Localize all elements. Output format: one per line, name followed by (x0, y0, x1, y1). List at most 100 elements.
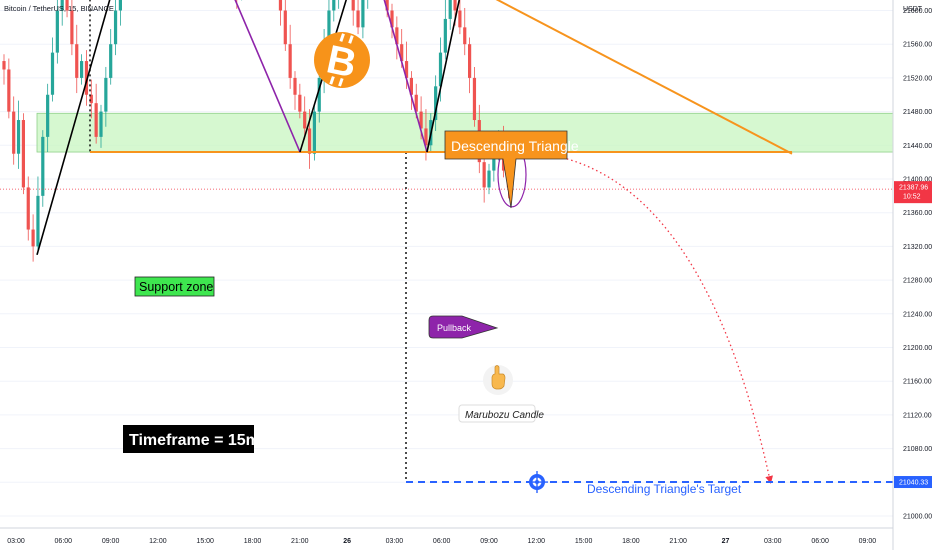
symbol-header: Bitcoin / TetherUS, 15, BINANCE (4, 4, 114, 13)
candle-body (70, 10, 74, 45)
timeframe-label: Timeframe = 15min (129, 432, 274, 449)
candle-body (395, 27, 399, 45)
candle-body (400, 44, 404, 62)
time-tick-label: 15:00 (575, 538, 593, 545)
candle-body (327, 10, 331, 45)
current-price-tag (894, 181, 932, 204)
candle-body (482, 162, 486, 188)
candle-body (55, 10, 59, 53)
countdown-label: 10:52 (903, 194, 921, 201)
time-tick-label: 27 (722, 538, 730, 545)
candle-body (65, 0, 69, 11)
marubozu-label: Marubozu Candle (465, 410, 544, 421)
time-tick-label: 03:00 (7, 538, 25, 545)
candle-body (94, 103, 98, 137)
candle-body (409, 77, 413, 95)
candle-body (21, 120, 25, 188)
candle-body (453, 0, 457, 11)
price-tick-label: 21480.00 (903, 109, 932, 116)
price-tick-label: 21160.00 (903, 379, 932, 386)
time-tick-label: 09:00 (859, 538, 877, 545)
price-tick-label: 21560.00 (903, 42, 932, 49)
time-tick-label: 21:00 (669, 538, 687, 545)
target-label: Descending Triangle's Target (587, 482, 742, 496)
candle-body (385, 0, 389, 11)
time-tick-label: 21:00 (291, 538, 309, 545)
projected-drop-path (526, 151, 773, 484)
bitcoin-logo-icon: B (314, 32, 370, 88)
price-tick-label: 21120.00 (903, 412, 932, 419)
candle-body (307, 128, 312, 154)
corrective-wave-line-2 (383, 0, 428, 153)
candle-body (99, 111, 103, 137)
marubozu-label-box (458, 404, 536, 423)
time-tick-label: 09:00 (102, 538, 120, 545)
candle-body (104, 77, 108, 112)
price-tick-label: 21520.00 (903, 75, 932, 82)
time-tick-label: 12:00 (528, 538, 546, 545)
currency-label: USDT (903, 6, 923, 13)
candle-body (303, 111, 307, 129)
price-axis[interactable]: 21960.0021920.0021880.0021840.0021800.00… (903, 0, 932, 521)
time-tick-label: 15:00 (196, 538, 214, 545)
wave-line-3 (426, 0, 461, 153)
candle-body (463, 27, 467, 45)
price-tick-label: 21320.00 (903, 244, 932, 251)
candle-body (448, 0, 452, 19)
candle-body (60, 0, 64, 11)
candle-body (89, 94, 93, 104)
candle-body (16, 120, 21, 154)
candle-body (46, 94, 50, 137)
candle-body (298, 94, 302, 112)
candle-body (26, 187, 30, 230)
candle-body (472, 77, 477, 121)
candle-body (361, 0, 365, 28)
time-tick-label: 06:00 (433, 538, 451, 545)
candle-body (278, 0, 283, 11)
candle-body (458, 10, 462, 28)
candle-body (41, 136, 45, 196)
price-tick-label: 21360.00 (903, 210, 932, 217)
candle-body (118, 0, 122, 11)
time-tick-label: 18:00 (244, 538, 262, 545)
candle-body (438, 52, 443, 87)
support-zone-label: Support zone (139, 280, 213, 294)
price-tick-label: 21000.00 (903, 514, 932, 521)
candle-body (414, 94, 418, 112)
descending-triangle-callout (444, 130, 568, 209)
target-price-label: 21040.33 (899, 480, 928, 487)
corrective-wave-line-1 (234, 0, 301, 153)
candle-body (50, 52, 55, 95)
price-tick-label: 21600.00 (903, 8, 932, 15)
candle-body (31, 229, 35, 247)
time-axis[interactable]: 03:00 06:00 09:00 12:00 15:00 18:00 21:00 26 03:… (7, 538, 876, 545)
time-tick-label: 03:00 (386, 538, 404, 545)
candle-body (443, 18, 447, 53)
pointing-up-hand-icon (483, 365, 513, 395)
candle-body (7, 69, 11, 112)
timeframe-label-box (123, 425, 254, 453)
candle-body (80, 61, 84, 78)
candle-body (317, 77, 321, 112)
pullback-label: Pullback (437, 323, 472, 333)
target-price-tag (894, 476, 932, 489)
candle-body (113, 10, 118, 45)
candle-body (487, 170, 491, 188)
time-tick-label: 18:00 (622, 538, 640, 545)
candle-body (404, 61, 409, 78)
time-tick-label: 03:00 (764, 538, 782, 545)
pullback-callout (428, 315, 499, 339)
time-tick-label: 12:00 (149, 538, 167, 545)
candle-body (351, 0, 355, 11)
candle-body (2, 61, 6, 70)
candle-body (332, 0, 336, 11)
current-price-label: 21387.96 (899, 185, 928, 192)
candle-body (424, 128, 428, 146)
candle-body (390, 10, 394, 28)
time-tick-label: 06:00 (55, 538, 73, 545)
time-tick-label: 06:00 (811, 538, 829, 545)
price-tick-label: 21440.00 (903, 143, 932, 150)
price-tick-label: 21200.00 (903, 345, 932, 352)
